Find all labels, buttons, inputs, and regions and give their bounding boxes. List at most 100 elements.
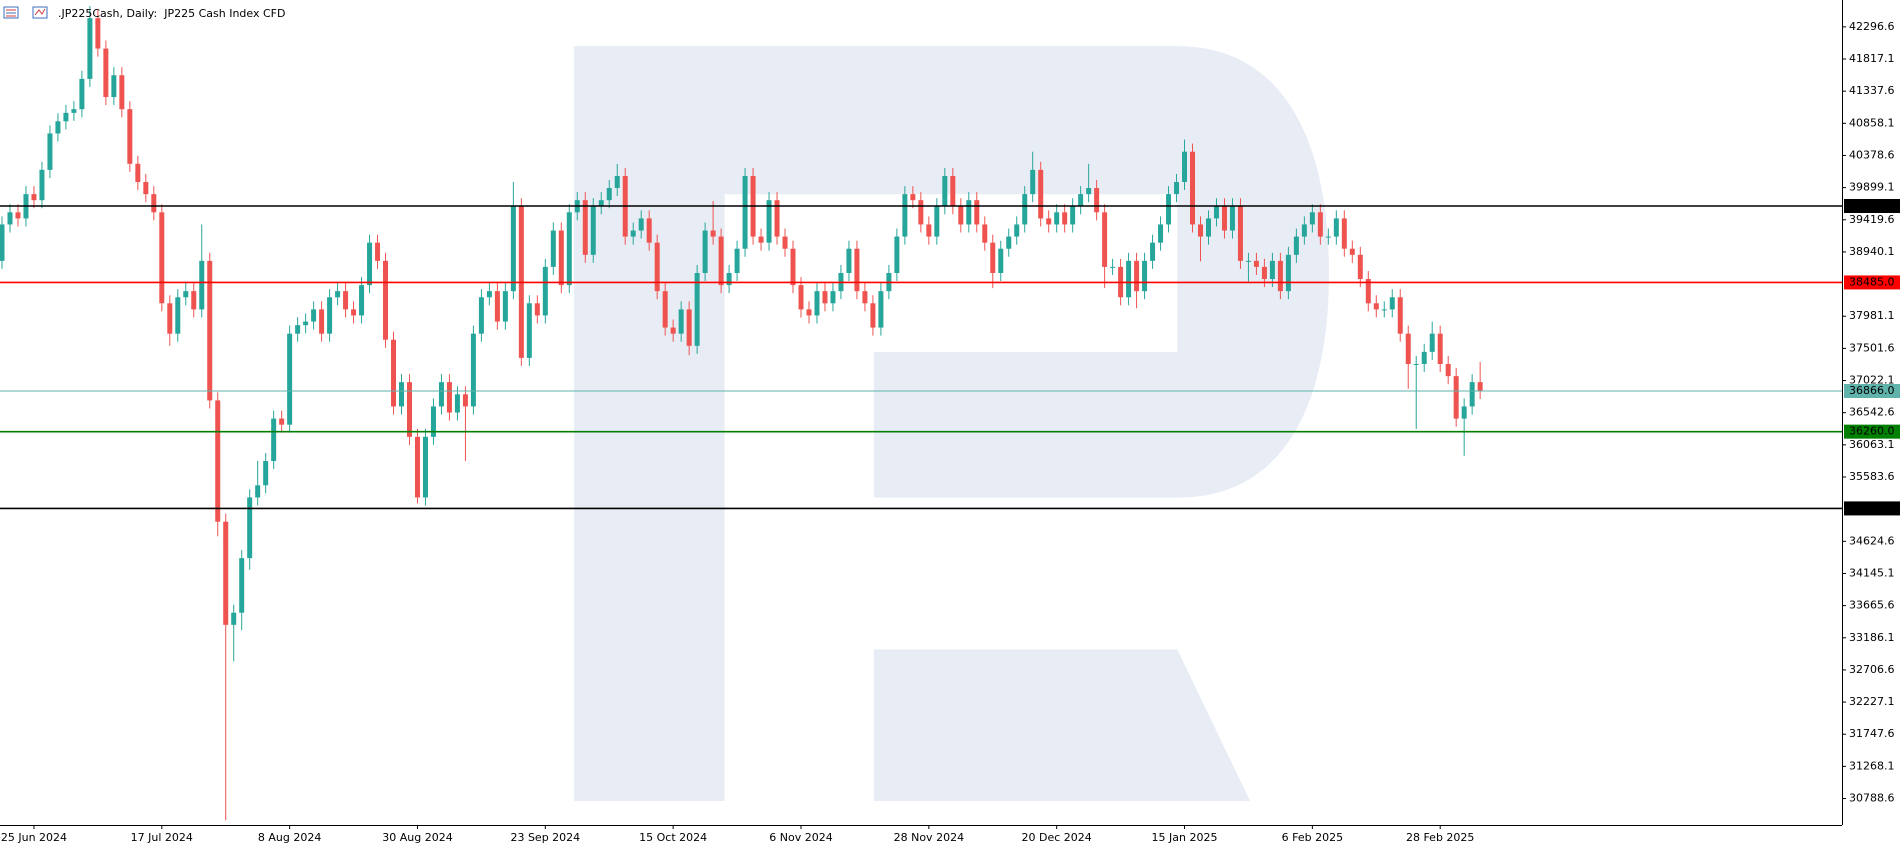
candle-body: [231, 612, 237, 625]
icon-chart-line: [34, 8, 46, 16]
candle-body: [726, 272, 732, 286]
candle-body: [774, 200, 780, 237]
candle-body: [998, 248, 1004, 273]
candle-body: [47, 133, 53, 170]
candle-body: [1373, 303, 1379, 310]
candle-body: [1174, 181, 1180, 195]
candle-body: [319, 309, 325, 334]
candle-body: [1469, 382, 1475, 407]
candle-body: [1269, 260, 1275, 280]
candle-body: [830, 291, 836, 304]
candle-body: [287, 333, 293, 425]
candle-body: [1437, 333, 1443, 364]
candle-body: [542, 266, 548, 316]
candle-body: [335, 291, 341, 298]
y-tick-label: 35583.6: [1849, 470, 1895, 483]
candle-body: [710, 230, 716, 237]
level-label-box: [1844, 424, 1900, 439]
candle-body: [1062, 212, 1068, 225]
candle-body: [1221, 206, 1227, 231]
candle-body: [207, 260, 213, 401]
candle-body: [279, 418, 285, 425]
y-tick-label: 41337.6: [1849, 84, 1895, 97]
x-tick-label: 25 Jun 2024: [1, 831, 67, 844]
candle-body: [1126, 260, 1132, 298]
y-tick-label: 36063.1: [1849, 438, 1895, 451]
candle-body: [1461, 406, 1467, 419]
candle-body: [942, 175, 948, 207]
candle-body: [1357, 254, 1363, 280]
y-tick-label: 33186.1: [1849, 631, 1895, 644]
watermark-stem: [574, 46, 1330, 802]
candle-body: [1253, 260, 1259, 267]
candle-body: [430, 406, 436, 437]
candle-body: [151, 194, 157, 213]
candle-body: [1421, 351, 1427, 364]
candle-body: [734, 248, 740, 273]
candle-body: [438, 382, 444, 407]
candle-body: [271, 418, 277, 462]
level-label-box: [1844, 384, 1900, 399]
candle-body: [1110, 266, 1116, 268]
candle-body: [742, 175, 748, 249]
candle-body: [95, 18, 101, 49]
candle-body: [1190, 151, 1196, 225]
candle-body: [199, 260, 205, 310]
candle-body: [926, 224, 932, 237]
x-tick-label: 17 Jul 2024: [131, 831, 193, 844]
candle-body: [103, 48, 109, 98]
y-tick-label: 40378.6: [1849, 148, 1895, 161]
candle-body: [119, 75, 125, 110]
plot-area: [0, 6, 1842, 821]
candle-body: [462, 394, 468, 407]
level-label: 39625.0: [1849, 199, 1895, 212]
x-tick-label: 30 Aug 2024: [382, 831, 452, 844]
candle-body: [127, 109, 133, 164]
x-tick-label: 15 Jan 2025: [1152, 831, 1218, 844]
candle-body: [375, 242, 381, 261]
candle-body: [494, 291, 500, 322]
candle-body: [798, 285, 804, 310]
candle-body: [1046, 218, 1052, 225]
candle-body: [958, 206, 964, 225]
candle-body: [686, 309, 692, 346]
x-tick-label: 6 Feb 2025: [1282, 831, 1343, 844]
candle-body: [183, 291, 189, 298]
candle-body: [343, 291, 349, 310]
y-tick-label: 37981.1: [1849, 309, 1895, 322]
y-tick-label: 38940.1: [1849, 245, 1895, 258]
candle-body: [862, 291, 868, 304]
candle-body: [1078, 194, 1084, 207]
candle-body: [718, 236, 724, 286]
y-tick-label: 30788.6: [1849, 792, 1895, 805]
candle-body: [1389, 297, 1395, 310]
candle-body: [934, 206, 940, 237]
candle-body: [654, 242, 660, 292]
candle-body: [359, 285, 365, 316]
candle-body: [446, 382, 452, 413]
candle-body: [1086, 188, 1092, 195]
candle-body: [918, 200, 924, 225]
candle-body: [910, 194, 916, 201]
icon-chart: [32, 6, 48, 19]
candle-body: [694, 272, 700, 346]
y-tick-label: 39899.1: [1849, 181, 1895, 194]
candle-body: [239, 558, 245, 613]
level-label-box: [1844, 501, 1900, 516]
level-label: 36866.0: [1849, 384, 1895, 397]
y-tick-label: 41817.1: [1849, 52, 1895, 65]
candle-body: [1341, 218, 1347, 249]
y-tick-label: 37022.1: [1849, 374, 1895, 387]
y-tick-label: 34145.1: [1849, 566, 1895, 579]
candle-body: [1333, 218, 1339, 237]
candle-body: [558, 230, 564, 286]
candle-body: [1301, 224, 1307, 237]
candle-body: [598, 200, 604, 207]
x-tick-label: 28 Feb 2025: [1406, 831, 1474, 844]
candle-body: [399, 382, 404, 407]
level-label-box: [1844, 198, 1900, 213]
candle-body: [1182, 151, 1188, 182]
candle-body: [1030, 169, 1036, 195]
candle-body: [1134, 260, 1140, 292]
candle-body: [854, 248, 860, 292]
